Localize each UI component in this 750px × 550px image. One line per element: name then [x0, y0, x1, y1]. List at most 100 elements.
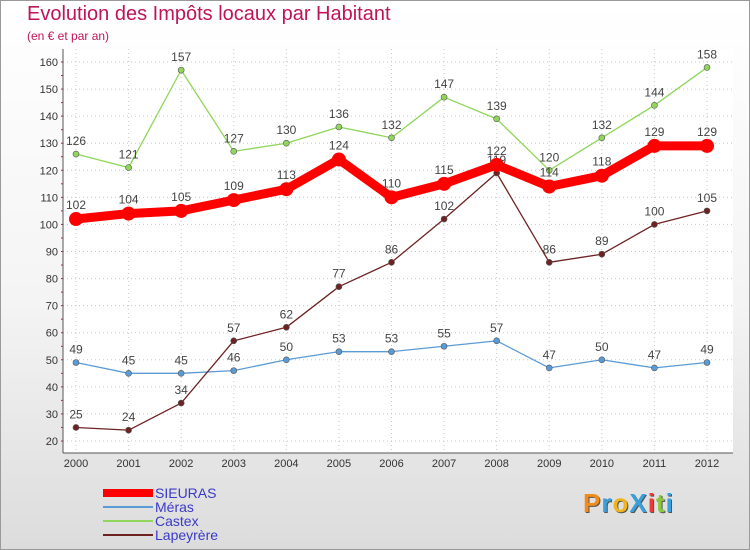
data-point: [545, 364, 553, 372]
data-point: [177, 370, 185, 377]
data-point: [174, 203, 189, 218]
data-label: 126: [66, 134, 86, 148]
data-label: 118: [592, 155, 611, 169]
data-point: [493, 115, 500, 123]
data-label: 57: [227, 321, 241, 335]
data-label: 102: [66, 198, 86, 212]
data-label: 113: [277, 168, 296, 182]
data-label: 49: [700, 342, 714, 356]
data-label: 158: [697, 47, 717, 61]
logo-letter: t: [655, 488, 666, 518]
data-label: 45: [174, 353, 188, 367]
logo-letter: i: [647, 488, 656, 518]
data-point: [72, 359, 80, 366]
data-point: [230, 148, 238, 155]
legend-label: Castex: [155, 513, 199, 529]
data-point: [121, 206, 136, 221]
data-label: 89: [595, 234, 609, 248]
x-tick-label: 2008: [484, 458, 508, 470]
data-label: 120: [539, 150, 559, 164]
data-label: 55: [437, 326, 451, 340]
x-tick-label: 2000: [64, 458, 88, 470]
x-tick-label: 2006: [379, 458, 403, 470]
data-point: [388, 134, 395, 142]
data-point: [72, 150, 80, 158]
data-label: 136: [329, 107, 349, 121]
data-point: [331, 152, 346, 167]
data-point: [493, 337, 500, 345]
data-point: [69, 212, 83, 227]
data-label: 50: [280, 340, 294, 354]
y-tick-label: 120: [40, 165, 58, 177]
y-tick-label: 150: [40, 84, 58, 96]
data-point: [230, 367, 238, 374]
x-tick-label: 2012: [695, 458, 719, 470]
y-tick-label: 80: [46, 274, 58, 286]
legend-label: SIEURAS: [155, 485, 217, 501]
data-point: [598, 356, 606, 364]
legend-label: Lapeyrère: [155, 527, 219, 543]
data-label: 129: [644, 125, 664, 139]
y-tick-label: 70: [46, 301, 58, 313]
y-tick-label: 50: [46, 355, 58, 367]
data-point: [72, 424, 80, 431]
data-point: [279, 182, 294, 197]
legend-swatch: [103, 534, 153, 536]
data-point: [226, 193, 241, 208]
data-point: [647, 138, 662, 153]
data-label: 132: [592, 118, 612, 132]
x-tick-label: 2010: [590, 458, 614, 470]
x-tick-label: 2003: [222, 458, 246, 470]
data-label: 110: [382, 176, 401, 190]
data-point: [542, 179, 557, 194]
data-point: [437, 176, 452, 191]
data-label: 49: [69, 342, 83, 356]
legend-item: SIEURAS: [103, 486, 323, 500]
y-tick-label: 110: [40, 192, 58, 204]
data-label: 147: [434, 77, 454, 91]
legend-swatch: [103, 506, 153, 508]
data-point: [388, 259, 395, 266]
data-label: 24: [122, 410, 136, 424]
legend-item: Lapeyrère: [103, 528, 323, 542]
data-point: [703, 359, 711, 366]
legend-item: Castex: [103, 514, 323, 528]
data-point: [335, 348, 343, 355]
legend-item: Méras: [103, 500, 323, 514]
data-point: [651, 102, 658, 109]
data-point: [440, 342, 448, 350]
data-label: 121: [119, 148, 139, 162]
y-tick-label: 20: [46, 436, 58, 448]
data-label: 127: [224, 131, 244, 145]
logo-letter: r: [601, 488, 613, 518]
data-point: [651, 221, 658, 228]
logo-letter: P: [583, 488, 602, 518]
data-point: [125, 370, 132, 377]
chart-subtitle: (en € et par an): [27, 29, 110, 43]
data-point: [489, 157, 504, 172]
x-tick-label: 2005: [327, 458, 351, 470]
data-label: 102: [434, 199, 454, 213]
x-tick-label: 2011: [643, 458, 667, 470]
data-label: 104: [119, 193, 139, 207]
legend-swatch: [103, 520, 153, 522]
data-label: 114: [540, 166, 559, 180]
data-point: [440, 215, 448, 223]
y-tick-label: 30: [46, 409, 58, 421]
data-point: [125, 426, 132, 434]
y-tick-label: 60: [46, 328, 58, 340]
data-label: 129: [697, 125, 717, 139]
data-label: 157: [171, 50, 191, 64]
data-point: [283, 139, 290, 147]
data-label: 144: [644, 85, 664, 99]
data-label: 139: [487, 99, 507, 113]
data-label: 124: [329, 138, 349, 152]
data-point: [700, 138, 714, 153]
legend-label: Méras: [155, 499, 194, 515]
legend: SIEURAS Méras Castex Lapeyrère: [103, 486, 323, 542]
data-point: [335, 123, 343, 131]
data-point: [703, 64, 711, 71]
data-point: [177, 399, 185, 407]
data-point: [651, 364, 658, 372]
